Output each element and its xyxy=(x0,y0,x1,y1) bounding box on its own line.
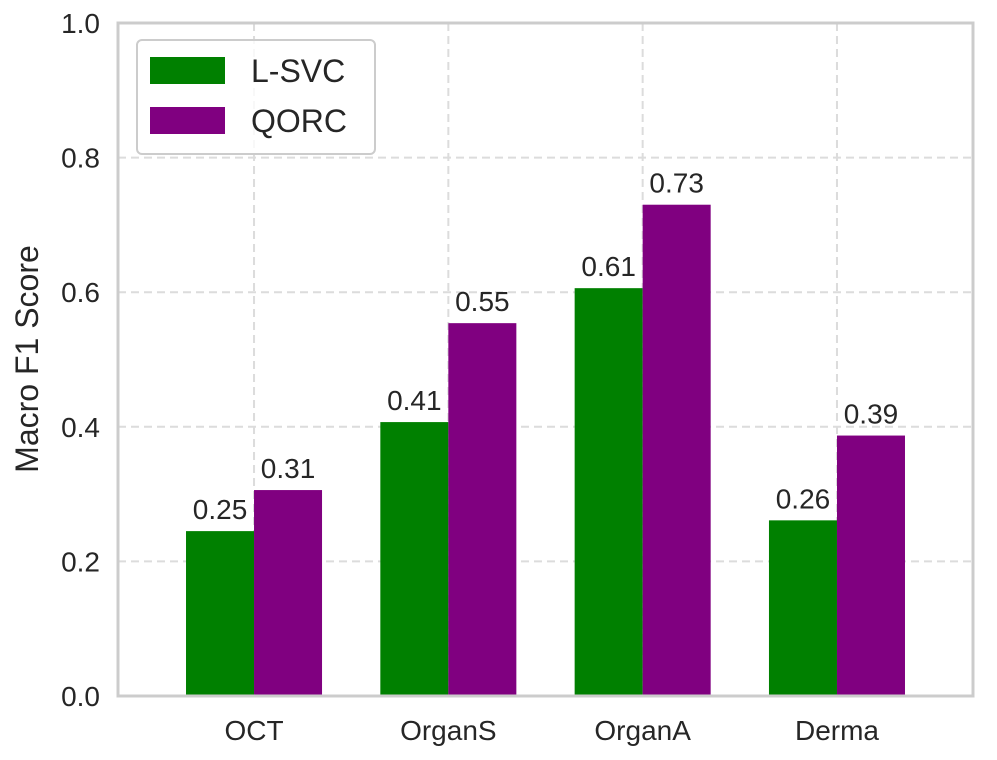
bar-l-svc-derma xyxy=(768,520,837,696)
data-label-l-svc-derma: 0.26 xyxy=(776,483,831,514)
x-tick-organa: OrganA xyxy=(594,715,691,746)
data-label-qorc-organa: 0.73 xyxy=(649,168,704,199)
y-tick-0-6: 0.6 xyxy=(61,277,100,308)
plot-frame xyxy=(116,21,975,698)
x-tick-derma: Derma xyxy=(795,715,879,746)
legend-label-l-svc: L-SVC xyxy=(251,53,345,89)
bar-l-svc-organs xyxy=(380,422,449,696)
x-tick-oct: OCT xyxy=(224,715,283,746)
bar-qorc-oct xyxy=(254,490,323,696)
bar-l-svc-oct xyxy=(186,531,255,696)
bar-l-svc-organa xyxy=(574,288,643,696)
data-label-qorc-oct: 0.31 xyxy=(261,453,316,484)
legend-swatch-qorc xyxy=(150,107,225,134)
y-tick-0-0: 0.0 xyxy=(61,681,100,712)
bars xyxy=(186,204,905,696)
legend-swatch-l-svc xyxy=(150,57,225,84)
data-label-l-svc-organs: 0.41 xyxy=(387,385,442,416)
data-label-qorc-organs: 0.55 xyxy=(455,286,510,317)
data-labels: 0.25 0.31 0.41 0.55 0.61 0.73 0.26 0.39 xyxy=(193,168,898,525)
y-tick-0-8: 0.8 xyxy=(61,143,100,174)
x-tick-labels: OCT OrganS OrganA Derma xyxy=(224,715,879,746)
y-tick-labels: 0.0 0.2 0.4 0.6 0.8 1.0 xyxy=(61,8,100,712)
data-label-l-svc-organa: 0.61 xyxy=(581,251,636,282)
data-label-qorc-derma: 0.39 xyxy=(844,399,899,430)
x-tick-organs: OrganS xyxy=(400,715,497,746)
bar-qorc-organa xyxy=(642,204,711,696)
data-label-l-svc-oct: 0.25 xyxy=(193,494,248,525)
legend-label-qorc: QORC xyxy=(251,103,347,139)
bar-qorc-derma xyxy=(836,435,905,696)
y-tick-0-4: 0.4 xyxy=(61,412,100,443)
legend: L-SVC QORC xyxy=(136,39,376,155)
y-tick-1-0: 1.0 xyxy=(61,8,100,39)
bar-qorc-organs xyxy=(448,323,517,696)
y-axis-title: Macro F1 Score xyxy=(9,245,45,473)
y-tick-0-2: 0.2 xyxy=(61,546,100,577)
